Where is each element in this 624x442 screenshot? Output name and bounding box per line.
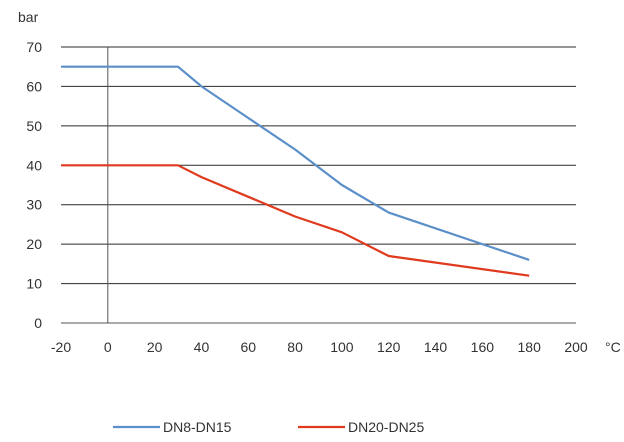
x-tick-label: 60 xyxy=(240,339,256,355)
y-axis-unit-label: bar xyxy=(18,9,39,25)
x-tick-label: 40 xyxy=(194,339,210,355)
gridlines xyxy=(61,46,576,324)
y-tick-label: 70 xyxy=(26,39,42,55)
series-line-2 xyxy=(61,164,530,277)
legend: DN8-DN15 DN20-DN25 xyxy=(113,419,424,435)
x-tick-label: 120 xyxy=(377,339,401,355)
x-tick-label: -20 xyxy=(51,339,71,355)
y-axis-ticks: 0 10 20 30 40 50 60 70 xyxy=(26,39,42,331)
x-tick-label: 160 xyxy=(471,339,495,355)
series-line-1 xyxy=(61,65,530,261)
y-tick-label: 40 xyxy=(26,157,42,173)
x-tick-label: 80 xyxy=(287,339,303,355)
x-tick-label: 200 xyxy=(564,339,588,355)
x-tick-label: 180 xyxy=(518,339,542,355)
x-tick-label: 0 xyxy=(104,339,112,355)
y-tick-label: 60 xyxy=(26,78,42,94)
legend-label-1: DN8-DN15 xyxy=(163,419,232,435)
legend-label-2: DN20-DN25 xyxy=(348,419,424,435)
x-axis-unit-label: °C xyxy=(605,339,621,355)
y-tick-label: 0 xyxy=(34,315,42,331)
y-tick-label: 30 xyxy=(26,197,42,213)
x-tick-label: 20 xyxy=(147,339,163,355)
x-tick-label: 140 xyxy=(424,339,448,355)
x-axis-ticks: -20 0 20 40 60 80 100 120 140 160 180 200 xyxy=(51,339,588,355)
x-tick-label: 100 xyxy=(330,339,354,355)
series-lines xyxy=(61,65,530,277)
y-tick-label: 50 xyxy=(26,118,42,134)
y-tick-label: 20 xyxy=(26,236,42,252)
y-tick-label: 10 xyxy=(26,276,42,292)
